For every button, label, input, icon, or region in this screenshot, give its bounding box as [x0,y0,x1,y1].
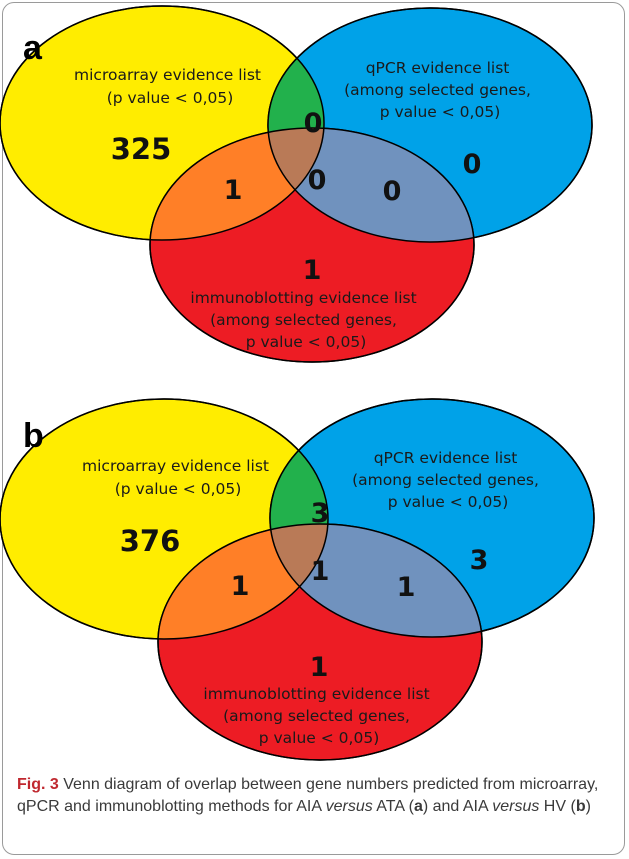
microarray-label-b: microarray evidence list (p value < 0,05… [82,457,274,498]
venn-panel-b: b microarray evidence list (p value < 0,… [0,398,595,761]
venn-panel-a: a microarray evidence list (p value < 0,… [0,5,593,363]
count-microarray-only-a: 325 [111,132,172,166]
count-qpcr-only-b: 3 [470,545,489,576]
count-all-three-a: 0 [308,165,327,196]
micro-immuno-overlap-a [150,128,324,240]
count-micro-qpcr-a: 0 [304,108,323,139]
count-immuno-only-b: 1 [310,652,329,683]
count-qpcr-immuno-b: 1 [397,572,416,603]
count-immuno-only-a: 1 [303,255,322,286]
qpcr-label-b: qPCR evidence list (among selected genes… [352,449,544,511]
venn-figure: a microarray evidence list (p value < 0,… [0,5,595,761]
qpcr-immuno-overlap-b [270,524,482,637]
count-micro-qpcr-b: 3 [311,498,330,529]
immunoblotting-label-a: immunoblotting evidence list (among sele… [190,289,421,351]
count-all-three-b: 1 [311,556,330,587]
micro-immuno-overlap-b [158,524,328,639]
qpcr-label-a: qPCR evidence list (among selected genes… [344,59,536,121]
panel-label-b: b [23,417,44,455]
count-micro-immuno-a: 1 [224,175,243,206]
panel-label-a: a [23,29,43,67]
count-qpcr-immuno-a: 0 [383,176,402,207]
count-micro-immuno-b: 1 [231,571,250,602]
immunoblotting-label-b: immunoblotting evidence list (among sele… [203,685,434,747]
figure-caption: Fig. 3 Venn diagram of overlap between g… [17,776,599,815]
count-qpcr-only-a: 0 [463,149,482,180]
qpcr-immuno-overlap-a [268,128,474,242]
count-microarray-only-b: 376 [120,524,181,558]
microarray-label-a: microarray evidence list (p value < 0,05… [74,66,266,107]
figure-label: Fig. 3 [17,776,59,793]
